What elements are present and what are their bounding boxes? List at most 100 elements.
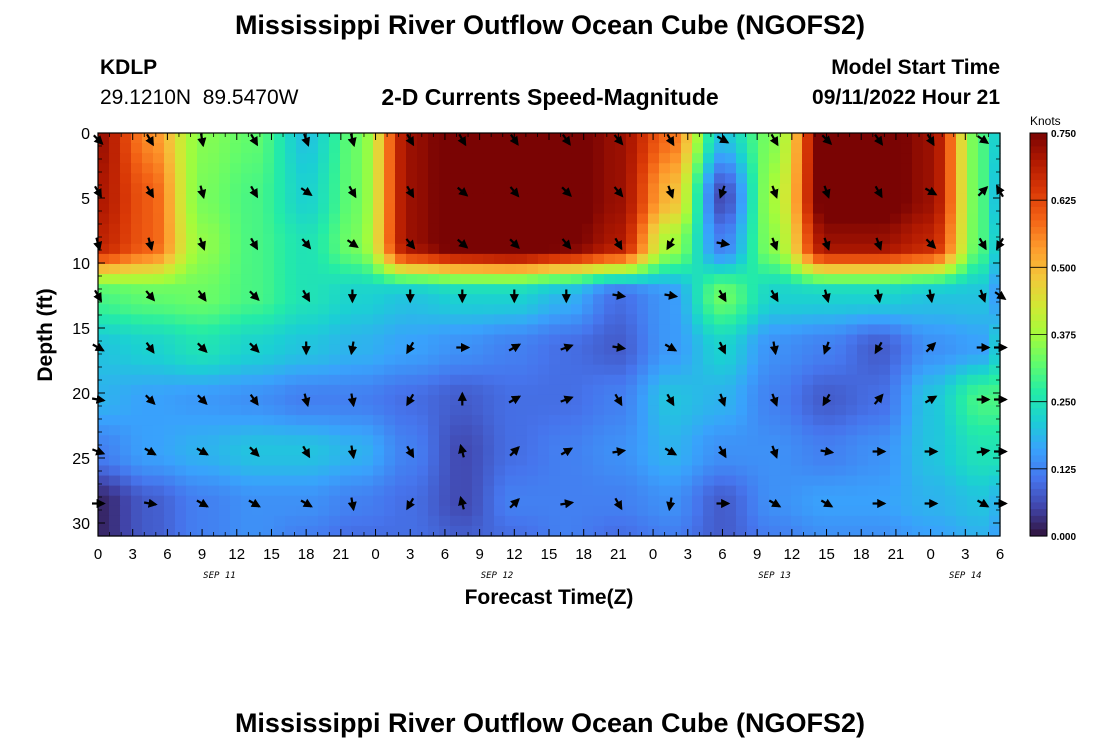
heatmap-cell [241,153,253,164]
heatmap-cell [714,163,726,174]
heatmap-cell [967,284,979,295]
heatmap-cell [769,314,781,326]
heatmap-cell [604,263,616,275]
heatmap-cell [483,143,495,154]
heatmap-cell [549,364,561,376]
heatmap-cell [439,405,451,416]
heatmap-cell [813,263,825,275]
heatmap-cell [912,465,924,477]
heatmap-cell [934,143,946,154]
heatmap-cell [263,435,275,446]
heatmap-cell [494,153,506,164]
heatmap-cell [131,364,143,376]
heatmap-cell [967,374,979,386]
heatmap-cell [340,193,352,205]
heatmap-cell [846,314,858,326]
heatmap-cell [582,304,594,315]
heatmap-cell [175,284,187,295]
heatmap-cell [296,243,308,255]
heatmap-cell [846,354,858,366]
heatmap-cell [516,173,528,184]
heatmap-cell [153,364,165,376]
heatmap-cell [318,203,330,215]
heatmap-cell [197,455,209,467]
current-vector-arrow [301,238,312,250]
heatmap-cell [571,183,583,195]
heatmap-cell [142,525,154,537]
heatmap-cell [186,334,198,346]
heatmap-cell [626,334,638,346]
heatmap-cell [747,485,759,497]
heatmap-cell [439,384,451,396]
heatmap-cell [703,143,715,154]
heatmap-cell [747,405,759,416]
heatmap-cell [714,465,726,477]
heatmap-cell [846,213,858,225]
heatmap-cell [527,153,539,164]
heatmap-cell [703,475,715,487]
heatmap-cell [219,435,231,446]
heatmap-cell [351,394,363,406]
heatmap-cell [120,233,132,245]
heatmap-cell [274,334,286,346]
heatmap-cell [538,515,550,527]
heatmap-cell [98,415,110,426]
heatmap-cell [142,274,154,285]
heatmap-cell [153,193,165,205]
heatmap-cell [747,213,759,225]
heatmap-cell [824,405,836,416]
heatmap-cell [450,455,462,467]
heatmap-cell [274,405,286,416]
heatmap-cell [604,384,616,396]
heatmap-cell [373,465,385,477]
heatmap-cell [989,515,1001,527]
heatmap-cell [571,173,583,184]
heatmap-cell [747,364,759,376]
heatmap-cell [98,253,110,265]
heatmap-cell [307,143,319,154]
heatmap-cell [142,475,154,487]
heatmap-cell [98,173,110,184]
heatmap-cell [780,394,792,406]
heatmap-cell [241,354,253,366]
heatmap-cell [252,203,264,215]
heatmap-cell [208,394,220,406]
colorbar-swatch [1030,294,1047,302]
heatmap-cell [714,354,726,366]
heatmap-cell [296,334,308,346]
heatmap-cell [835,415,847,426]
heatmap-cell [131,334,143,346]
heatmap-cell [197,143,209,154]
heatmap-cell [230,213,242,225]
heatmap-cell [307,455,319,467]
heatmap-cell [989,334,1001,346]
heatmap-cell [967,405,979,416]
heatmap-cell [175,324,187,336]
heatmap-cell [670,143,682,154]
heatmap-cell [912,475,924,487]
heatmap-cell [252,334,264,346]
heatmap-cell [186,284,198,295]
heatmap-cell [538,435,550,446]
heatmap-cell [692,485,704,497]
heatmap-cell [780,495,792,507]
heatmap-cell [835,384,847,396]
heatmap-cell [912,163,924,174]
heatmap-cell [934,183,946,195]
heatmap-cell [681,193,693,205]
heatmap-cell [835,143,847,154]
heatmap-cell [439,515,451,527]
heatmap-cell [604,374,616,386]
heatmap-cell [956,425,968,436]
heatmap-cell [142,425,154,436]
heatmap-cell [230,294,242,305]
heatmap-cell [164,314,176,326]
heatmap-cell [725,394,737,406]
colorbar-swatch [1030,334,1047,342]
heatmap-cell [648,374,660,386]
heatmap-cell [120,213,132,225]
heatmap-cell [747,304,759,315]
heatmap-cell [637,193,649,205]
heatmap-cell [846,274,858,285]
heatmap-cell [670,243,682,255]
